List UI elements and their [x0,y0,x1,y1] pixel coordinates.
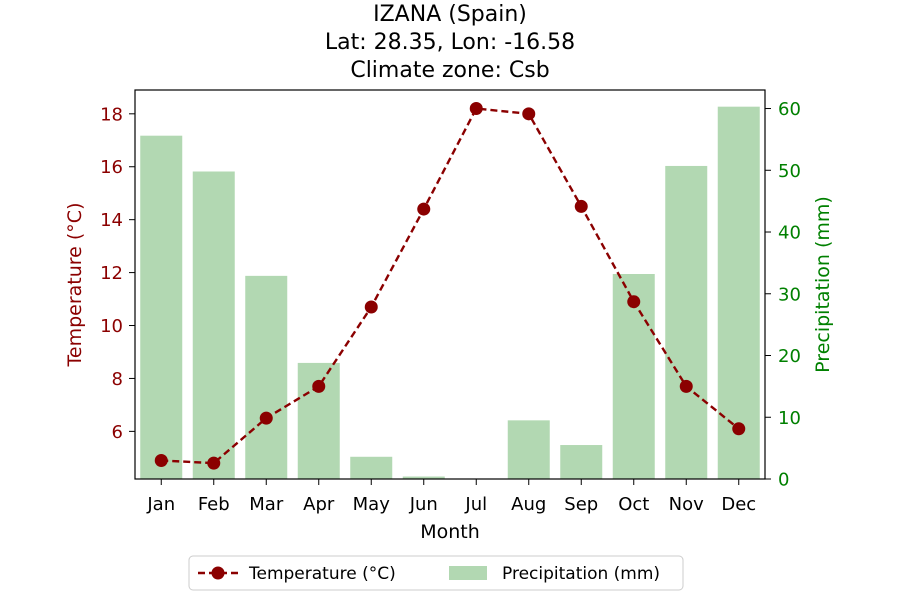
precipitation-bar-aug [507,420,550,479]
precipitation-bar-may [350,456,393,479]
temperature-point-feb [207,456,221,470]
x-tick-label-sep: Sep [564,494,598,515]
legend-frame [188,555,684,591]
y-left-tick-label: 10 [100,316,123,337]
y-right-tick-label: 40 [778,223,801,244]
legend-precipitation-label: Precipitation (mm) [502,564,660,584]
temperature-line [154,102,746,470]
precipitation-bar-jan [140,135,183,479]
y-left-tick-label: 6 [112,422,123,443]
x-tick-label-jan: Jan [146,494,175,515]
x-tick-label-jun: Jun [409,494,438,515]
y-left-tick-label: 12 [100,263,123,284]
axes: Jan Feb Mar Apr May Jun Jul Aug Sep Oct Nov Dec 6 8 10… [100,89,801,515]
precipitation-bar-nov [665,165,708,479]
x-tick-label-oct: Oct [618,494,649,515]
chart-title: IZANA (Spain) Lat: 28.35, Lon: -16.58 Cl… [325,2,575,83]
x-tick-label-feb: Feb [198,494,230,515]
temperature-point-aug [522,107,536,121]
temperature-point-nov [679,379,693,393]
temperature-point-oct [627,295,641,309]
y-left-tick-label: 18 [100,104,123,125]
temperature-point-may [364,300,378,314]
y-axis-right-label: Precipitation (mm) [812,196,834,373]
y-right-tick-label: 20 [778,346,801,367]
temperature-point-jan [154,453,168,467]
x-tick-label-may: May [353,494,391,515]
chart-title-line-1: IZANA (Spain) [373,2,527,27]
y-right-tick-label: 30 [778,284,801,305]
chart-legend: Temperature (°C) Precipitation (mm) [188,555,684,591]
x-tick-label-nov: Nov [669,494,704,515]
temperature-point-mar [259,411,273,425]
y-left-tick-label: 14 [100,210,123,231]
legend-temperature-marker [211,566,225,580]
plot-frame [134,89,766,480]
y-right-tick-label: 0 [778,470,789,491]
precipitation-bar-mar [245,275,288,479]
x-tick-label-jul: Jul [464,494,487,515]
temperature-point-apr [312,379,326,393]
temperature-point-jun [417,202,431,216]
precipitation-bar-sep [560,445,603,479]
temperature-point-dec [732,422,746,436]
y-left-tick-label: 8 [112,369,123,390]
y-left-tick-label: 16 [100,157,123,178]
legend-precipitation-swatch [449,566,487,580]
chart-title-line-2: Lat: 28.35, Lon: -16.58 [325,30,575,55]
precipitation-bar-jun [402,476,445,479]
y-right-tick-label: 10 [778,408,801,429]
legend-temperature-label: Temperature (°C) [248,564,396,584]
x-tick-label-dec: Dec [721,494,756,515]
temperature-point-sep [574,199,588,213]
x-axis-label: Month [420,521,480,543]
x-tick-label-aug: Aug [511,494,546,515]
temperature-point-jul [469,102,483,116]
x-tick-label-mar: Mar [249,494,284,515]
temperature-series-line [161,107,740,465]
y-axis-left-label: Temperature (°C) [64,203,86,368]
precipitation-bar-feb [192,171,235,479]
y-right-tick-label: 60 [778,99,801,120]
y-right-tick-label: 50 [778,161,801,182]
chart-title-line-3: Climate zone: Csb [350,58,549,83]
x-tick-label-apr: Apr [303,494,335,515]
precipitation-bars [140,106,760,480]
